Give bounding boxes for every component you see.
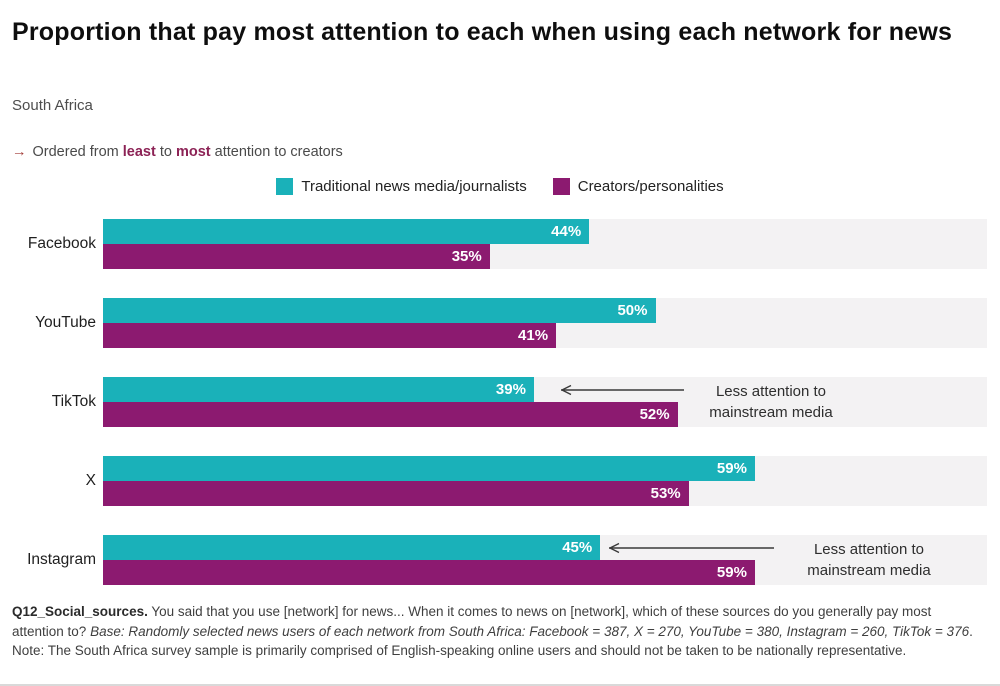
ordering-note-least: least <box>122 144 156 160</box>
bar-creators: 35% <box>103 244 490 269</box>
bar-traditional: 39% <box>103 377 534 402</box>
bar-creators: 41% <box>103 323 557 348</box>
annotation-text: Less attention to mainstream media <box>789 535 949 585</box>
bar-traditional: 44% <box>103 219 590 244</box>
chart-legend: Traditional news media/journalists Creat… <box>0 178 1000 195</box>
bar-track: 44% 35% <box>103 219 987 269</box>
ordering-note-text-3: attention to creators <box>210 144 343 160</box>
bar-value-label: 59% <box>716 460 747 477</box>
ordering-note-most: most <box>175 144 211 160</box>
footnote: Q12_Social_sources. You said that you us… <box>12 602 986 661</box>
category-label: TikTok <box>51 393 96 410</box>
bar-value-label: 52% <box>639 406 670 423</box>
bar-track: 50% 41% <box>103 298 987 348</box>
annotation-line-1: Less attention to <box>813 541 925 558</box>
subtitle-country: South Africa <box>12 97 93 114</box>
grouped-bar-chart: Facebook 44% 35% YouTube 50% 41% <box>0 219 987 614</box>
bar-value-label: 50% <box>617 302 648 319</box>
chart-row-youtube: YouTube 50% 41% <box>0 298 987 348</box>
legend-swatch-teal <box>276 178 294 195</box>
chart-row-tiktok: TikTok 39% 52% Less attenti <box>0 377 987 427</box>
bar-track: 59% 53% <box>103 456 987 506</box>
bar-value-label: 45% <box>562 539 593 556</box>
legend-label-creators: Creators/personalities <box>577 178 724 195</box>
annotation-text: Less attention to mainstream media <box>695 377 847 427</box>
left-arrow-icon <box>553 377 685 402</box>
category-label: Facebook <box>27 235 96 252</box>
footnote-note-text: . Note: The South Africa survey sample i… <box>12 623 973 659</box>
chart-row-instagram: Instagram 45% 59% Less atte <box>0 535 987 585</box>
annotation-line-2: mainstream media <box>709 404 833 421</box>
annotation-line-2: mainstream media <box>807 562 931 579</box>
ordering-note: → Ordered from least to most attention to… <box>12 144 343 160</box>
legend-label-traditional: Traditional news media/journalists <box>301 178 527 195</box>
bar-creators: 52% <box>103 402 678 427</box>
footnote-question-id: Q12_Social_sources. <box>12 604 148 619</box>
ordering-note-text-1: Ordered from <box>32 144 123 160</box>
legend-item-traditional: Traditional news media/journalists <box>276 178 527 195</box>
category-label: YouTube <box>35 314 96 331</box>
bar-value-label: 53% <box>650 485 681 502</box>
legend-item-creators: Creators/personalities <box>552 178 724 195</box>
footnote-question-text: You said that you use [network] for news… <box>12 604 932 639</box>
ordering-note-text-2: to <box>155 144 176 160</box>
bar-value-label: 59% <box>716 564 747 581</box>
bar-track: 45% 59% Less attention to mainstream med… <box>103 535 987 585</box>
annotation-line-1: Less attention to <box>715 383 827 400</box>
legend-swatch-purple <box>552 178 570 195</box>
bar-value-label: 41% <box>518 327 549 344</box>
right-arrow-icon: → <box>12 144 27 160</box>
bar-traditional: 50% <box>103 298 656 323</box>
bottom-divider <box>0 684 1000 686</box>
category-label: X <box>85 472 96 489</box>
bar-track: 39% 52% Less attention to mainstream med… <box>103 377 987 427</box>
bar-value-label: 44% <box>551 223 582 240</box>
footnote-base-text: Base: Randomly selected news users of ea… <box>90 623 970 639</box>
chart-row-facebook: Facebook 44% 35% <box>0 219 987 269</box>
bar-value-label: 39% <box>495 381 526 398</box>
page-title: Proportion that pay most attention to ea… <box>12 18 953 46</box>
bar-value-label: 35% <box>451 248 482 265</box>
bar-creators: 53% <box>103 481 689 506</box>
left-arrow-icon <box>601 535 775 560</box>
bar-traditional: 59% <box>103 456 755 481</box>
bar-traditional: 45% <box>103 535 601 560</box>
bar-creators: 59% <box>103 560 755 585</box>
category-label: Instagram <box>27 551 96 568</box>
chart-row-x: X 59% 53% <box>0 456 987 506</box>
